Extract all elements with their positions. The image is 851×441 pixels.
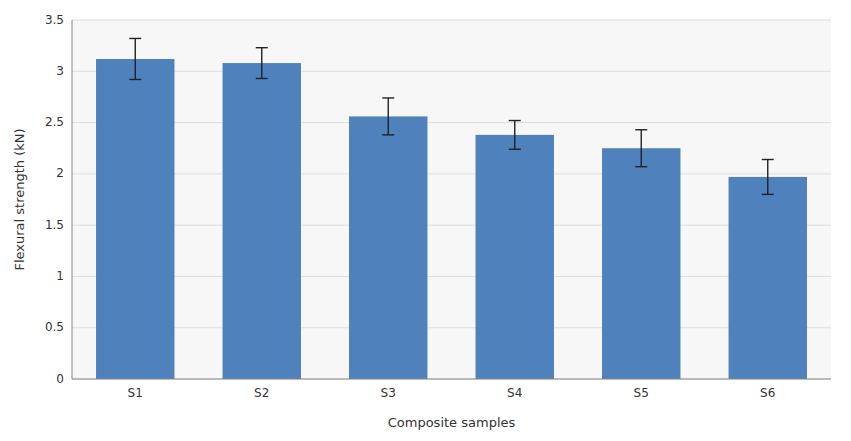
error-cap [256, 78, 268, 79]
grid-line [72, 327, 831, 328]
grid-line [72, 173, 831, 174]
bar [476, 135, 554, 379]
error-cap [129, 38, 141, 39]
y-tick-label: 2.5 [45, 115, 64, 129]
x-axis: S1 S2 S3 S4 S5 S6 [128, 386, 776, 400]
error-bar [382, 98, 394, 135]
grid-line [72, 379, 831, 380]
y-tick-label: 2 [56, 166, 64, 180]
error-line [388, 98, 389, 135]
bar [729, 177, 807, 379]
error-cap [509, 120, 521, 121]
error-bar [256, 48, 268, 79]
x-tick-label: S2 [254, 386, 269, 400]
chart: 0 0.5 1 1.5 2 2.5 3 3.5 S1 S2 S3 S4 S5 S6 Composite sa… [0, 0, 851, 441]
error-bar [129, 38, 141, 79]
error-cap [256, 47, 268, 48]
grid-line [72, 122, 831, 123]
error-cap [635, 166, 647, 167]
error-bar [762, 159, 774, 194]
y-tick-label: 1 [56, 269, 64, 283]
y-axis-title: Flexural strength (kN) [12, 128, 27, 270]
error-cap [635, 129, 647, 130]
error-line [641, 130, 642, 167]
bar [96, 59, 174, 379]
grid-line [72, 71, 831, 72]
error-cap [382, 97, 394, 98]
grid-line [72, 20, 831, 21]
y-tick-label: 3 [56, 64, 64, 78]
error-line [514, 121, 515, 150]
y-tick-label: 0 [56, 372, 64, 386]
x-tick-label: S5 [634, 386, 649, 400]
y-axis-line [72, 20, 73, 379]
x-axis-line [72, 379, 831, 380]
y-tick-label: 1.5 [45, 218, 64, 232]
x-tick-label: S6 [760, 386, 775, 400]
error-bars [129, 38, 774, 194]
error-cap [762, 159, 774, 160]
bars [96, 59, 807, 379]
bar [602, 148, 680, 379]
x-tick-label: S4 [507, 386, 522, 400]
bar [223, 63, 301, 379]
x-tick-label: S1 [128, 386, 143, 400]
error-cap [762, 194, 774, 195]
y-tick-label: 3.5 [45, 13, 64, 27]
y-axis: 0 0.5 1 1.5 2 2.5 3 3.5 [45, 13, 831, 386]
x-axis-title: Composite samples [388, 415, 516, 430]
error-line [261, 48, 262, 79]
error-cap [509, 149, 521, 150]
grid-line [72, 276, 831, 277]
error-bar [635, 130, 647, 167]
grid-line [72, 225, 831, 226]
y-tick-label: 0.5 [45, 320, 64, 334]
error-cap [382, 134, 394, 135]
plot-area [72, 20, 831, 379]
error-line [767, 159, 768, 194]
x-tick-label: S3 [381, 386, 396, 400]
error-line [135, 38, 136, 79]
bar [349, 116, 427, 379]
error-bar [509, 121, 521, 150]
error-cap [129, 79, 141, 80]
